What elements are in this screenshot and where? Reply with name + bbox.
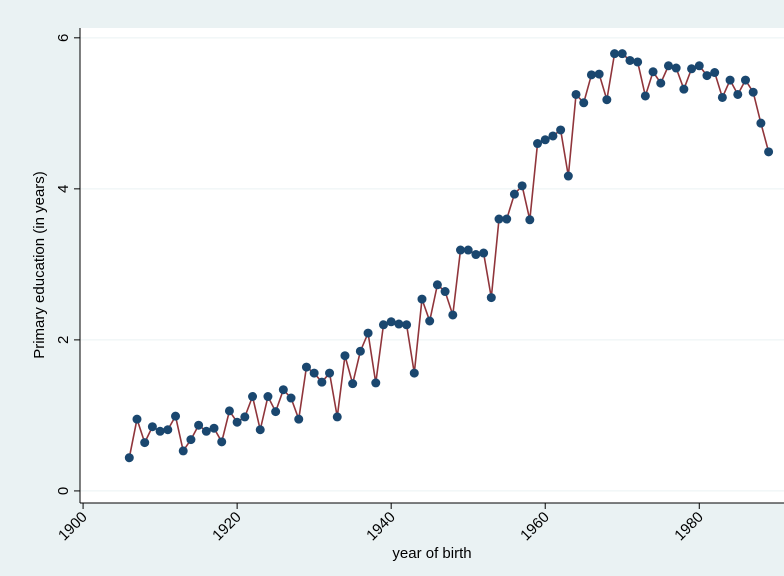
marker — [479, 248, 489, 258]
marker — [610, 49, 620, 59]
marker — [171, 411, 181, 421]
marker — [571, 89, 581, 99]
y-tick-label: 2 — [55, 336, 72, 344]
marker — [417, 294, 427, 304]
marker — [340, 351, 350, 361]
marker — [648, 67, 658, 77]
marker — [147, 422, 157, 432]
marker — [494, 214, 504, 224]
marker — [764, 147, 774, 157]
marker — [355, 346, 365, 356]
marker — [640, 91, 650, 101]
marker — [502, 214, 512, 224]
marker — [463, 245, 473, 255]
marker — [217, 437, 227, 447]
marker — [656, 78, 666, 88]
marker — [402, 320, 412, 330]
x-axis-label: year of birth — [392, 545, 471, 562]
marker — [294, 414, 304, 424]
marker — [679, 84, 689, 94]
marker — [163, 425, 173, 435]
marker — [625, 55, 635, 65]
marker — [702, 71, 712, 81]
marker — [710, 68, 720, 78]
marker — [186, 435, 196, 445]
marker — [325, 368, 335, 378]
marker — [124, 453, 134, 463]
plot-area — [80, 28, 784, 503]
marker — [140, 438, 150, 448]
marker — [348, 379, 358, 389]
marker — [394, 319, 404, 329]
marker — [525, 215, 535, 225]
marker — [209, 423, 219, 433]
y-axis-label: Primary education (in years) — [31, 171, 48, 359]
marker — [363, 328, 373, 338]
marker — [617, 49, 627, 59]
marker — [278, 385, 288, 395]
marker — [271, 407, 281, 417]
marker — [486, 293, 496, 303]
marker — [740, 75, 750, 85]
marker — [602, 95, 612, 105]
marker — [548, 131, 558, 141]
marker — [594, 69, 604, 79]
marker — [694, 61, 704, 71]
y-tick-label: 6 — [55, 34, 72, 42]
marker — [471, 250, 481, 260]
marker — [540, 135, 550, 145]
marker — [748, 87, 758, 97]
marker — [533, 139, 543, 149]
marker — [733, 89, 743, 99]
marker — [517, 181, 527, 191]
marker — [240, 412, 250, 422]
marker — [386, 317, 396, 327]
marker — [687, 64, 697, 74]
marker — [301, 362, 311, 372]
marker — [455, 245, 465, 255]
marker — [717, 92, 727, 102]
marker — [633, 57, 643, 67]
marker — [248, 392, 258, 402]
marker — [671, 63, 681, 73]
marker — [586, 70, 596, 80]
marker — [155, 426, 165, 436]
marker — [263, 392, 273, 402]
marker — [725, 75, 735, 85]
marker — [194, 420, 204, 430]
marker — [201, 426, 211, 436]
marker — [332, 412, 342, 422]
marker — [232, 417, 242, 427]
marker — [425, 316, 435, 326]
marker — [317, 377, 327, 387]
marker — [224, 406, 234, 416]
marker — [440, 287, 450, 297]
marker — [132, 414, 142, 424]
marker — [509, 189, 519, 199]
marker — [178, 446, 188, 456]
marker — [371, 378, 381, 388]
marker — [579, 98, 589, 108]
y-tick-label: 0 — [55, 487, 72, 495]
marker — [378, 320, 388, 330]
marker — [556, 125, 566, 135]
y-tick-label: 4 — [55, 185, 72, 193]
marker — [309, 368, 319, 378]
marker — [255, 425, 265, 435]
marker — [448, 310, 458, 320]
marker — [663, 61, 673, 71]
marker — [432, 280, 442, 290]
marker — [563, 171, 573, 181]
marker — [756, 118, 766, 128]
marker — [286, 393, 296, 403]
marker — [409, 368, 419, 378]
